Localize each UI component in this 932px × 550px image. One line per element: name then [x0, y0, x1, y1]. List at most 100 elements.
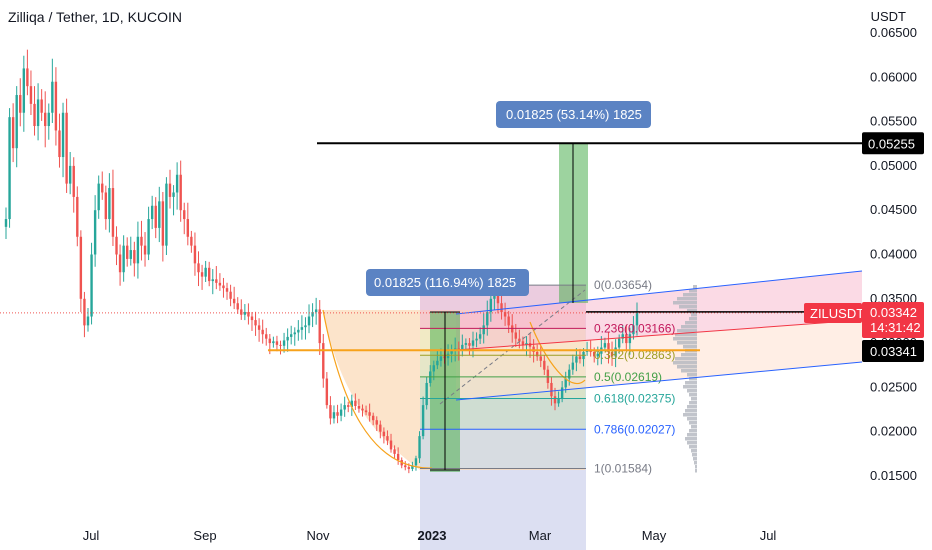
symbol-tag	[804, 303, 862, 323]
candle-body	[550, 382, 553, 397]
candle-body	[603, 343, 607, 348]
target-price-tag	[862, 132, 924, 155]
candle-body	[325, 378, 329, 406]
candle-body	[33, 103, 36, 127]
y-axis-tick-label: 0.04500	[870, 202, 917, 217]
candle-body	[143, 245, 147, 255]
candle-body	[493, 294, 496, 299]
volume-profile-bar	[689, 429, 697, 433]
candle-body	[543, 360, 546, 370]
candle-body	[411, 465, 414, 469]
measure-label-box-2[interactable]	[496, 101, 651, 128]
candle-body	[61, 112, 65, 158]
handle-curve	[529, 321, 586, 385]
candle-body	[521, 341, 525, 345]
candle-body	[26, 68, 29, 87]
candle-body	[507, 316, 510, 326]
candle-body	[361, 408, 364, 411]
candle-body	[289, 334, 293, 337]
candle-body	[450, 350, 453, 354]
candle-body	[407, 467, 411, 469]
volume-profile-bar	[681, 369, 697, 373]
candle-body	[461, 344, 464, 350]
volume-profile-bar	[681, 325, 697, 329]
candle-body	[261, 329, 264, 335]
candle-body	[468, 343, 471, 346]
candle-body	[243, 312, 247, 315]
volume-profile-bar	[693, 285, 697, 289]
candle-body	[161, 201, 165, 246]
measure-label-box-1[interactable]	[366, 269, 529, 296]
y-axis-tick-label: 0.01500	[870, 468, 917, 483]
fib-level-label: 0.236(0.03166)	[594, 321, 675, 335]
candle-body	[51, 81, 54, 113]
candle-body	[575, 356, 578, 363]
candle-body	[343, 405, 346, 410]
cross-price-text: 0.03342	[870, 305, 917, 320]
y-axis-tick-label: 0.02000	[870, 424, 917, 439]
x-axis-tick-label: 2023	[418, 528, 447, 543]
volume-profile-bar	[683, 413, 697, 417]
candle-body	[104, 192, 108, 220]
candle-body	[329, 405, 332, 419]
candle-body	[525, 343, 528, 345]
candle-body	[593, 351, 596, 357]
candle-body	[511, 325, 514, 333]
candle-body	[158, 201, 161, 228]
volume-profile-bar	[689, 421, 697, 425]
candle-body	[617, 338, 621, 348]
candle-body	[215, 279, 218, 283]
candle-body	[500, 303, 503, 313]
candle-body	[432, 365, 435, 372]
candle-body	[564, 378, 567, 388]
candle-body	[197, 263, 200, 273]
candle-body	[90, 254, 93, 317]
candle-body	[8, 117, 11, 220]
candle-body	[389, 440, 393, 450]
y-axis-tick-label: 0.06000	[870, 69, 917, 84]
candle-body	[15, 95, 18, 149]
candle-body	[282, 340, 286, 346]
y-axis-tick-label: 0.05500	[870, 114, 917, 129]
candle-body	[379, 424, 382, 432]
candle-body	[404, 465, 407, 468]
candle-body	[11, 117, 15, 149]
volume-profile-bar	[685, 437, 697, 441]
candle-body	[193, 245, 197, 264]
candle-body	[93, 210, 97, 255]
candle-body	[101, 183, 104, 193]
fib-level-label: 1(0.01584)	[594, 462, 652, 476]
candle-body	[568, 369, 571, 379]
volume-profile-bar	[689, 401, 697, 405]
volume-profile-bar	[689, 317, 697, 321]
x-axis-tick-label: Jul	[83, 528, 100, 543]
volume-profile-bar	[689, 445, 697, 449]
candle-body	[211, 279, 214, 282]
cross-price-tag	[862, 302, 924, 338]
candle-body	[47, 112, 50, 127]
candle-body	[439, 356, 443, 361]
candle-body	[225, 288, 229, 292]
candle-body	[425, 382, 428, 406]
y-axis-tick-label: 0.06500	[870, 25, 917, 40]
channel-upper-fill	[456, 271, 862, 350]
candle-body	[229, 291, 232, 299]
candle-body	[539, 356, 542, 361]
target-price-text: 0.05255	[868, 136, 915, 151]
candle-body	[314, 309, 318, 313]
candle-body	[257, 325, 261, 330]
candle-body	[286, 336, 289, 341]
candle-body	[240, 309, 243, 315]
x-axis-tick-label: Nov	[306, 528, 330, 543]
candle-body	[621, 334, 624, 339]
candle-body	[272, 341, 275, 344]
candle-body	[76, 196, 79, 237]
candle-body	[168, 183, 172, 197]
fib-level-label: 0.382(0.02863)	[594, 348, 675, 362]
chart-title: Zilliqa / Tether, 1D, KUCOIN	[8, 9, 183, 25]
fib-level-label: 0.618(0.02375)	[594, 391, 675, 405]
candle-body	[172, 192, 175, 197]
candle-body	[354, 400, 357, 407]
candle-body	[279, 344, 282, 346]
